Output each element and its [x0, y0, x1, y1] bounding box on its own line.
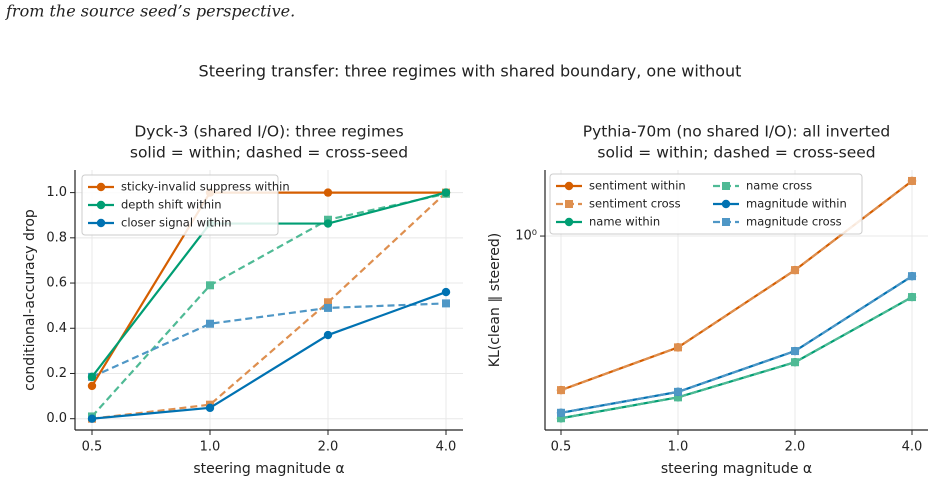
data-point	[206, 281, 214, 290]
series-line	[560, 275, 913, 414]
chart-title: Pythia-70m (no shared I/O): all inverted	[583, 123, 890, 141]
series-line	[560, 275, 913, 414]
series-line	[91, 192, 447, 418]
y-axis-label: KL(clean ∥ steered)	[487, 233, 503, 367]
legend-label: name cross	[746, 179, 812, 193]
legend-box	[81, 174, 279, 236]
legend-marker	[722, 218, 730, 226]
data-point	[441, 188, 451, 197]
data-point	[557, 386, 565, 395]
data-point	[908, 176, 916, 185]
series-line	[91, 191, 447, 420]
data-point	[323, 219, 333, 228]
y-tick-label: 1.0	[46, 185, 67, 200]
legend-label: magnitude within	[746, 197, 847, 211]
data-point	[674, 387, 682, 396]
series-line	[91, 291, 447, 420]
data-point	[87, 372, 97, 382]
chart-title: Dyck-3 (shared I/O): three regimes	[134, 123, 403, 141]
chart-subtitle: solid = within; dashed = cross-seed	[130, 144, 408, 162]
data-point	[674, 393, 682, 402]
series-line	[91, 302, 447, 378]
y-tick-label: 10⁰	[515, 229, 537, 244]
data-point	[206, 319, 214, 328]
legend-label: name within	[589, 215, 660, 229]
data-point	[323, 330, 333, 340]
data-point	[557, 408, 565, 417]
x-axis-label: steering magnitude α	[661, 461, 812, 477]
data-point	[908, 272, 916, 281]
x-tick-label: 1.0	[200, 440, 221, 455]
legend-marker	[96, 182, 106, 192]
data-point	[442, 299, 450, 308]
legend-marker	[722, 182, 730, 190]
y-tick-label: 0.8	[46, 230, 67, 245]
x-axis-label: steering magnitude α	[193, 461, 344, 477]
data-point	[557, 414, 565, 423]
x-tick-label: 0.5	[82, 440, 103, 455]
legend-marker	[721, 199, 731, 209]
legend-label: depth shift within	[121, 198, 222, 212]
data-point	[87, 414, 97, 423]
legend-label: closer signal within	[121, 216, 232, 230]
data-point	[324, 298, 332, 307]
legend-marker	[564, 217, 574, 227]
x-tick-label: 4.0	[902, 440, 923, 455]
data-point	[205, 403, 215, 413]
legend-label: magnitude cross	[746, 215, 842, 229]
legend-label: sentiment within	[589, 179, 686, 193]
series-line	[560, 296, 913, 420]
y-tick-label: 0.4	[46, 321, 67, 336]
x-tick-label: 1.0	[668, 440, 689, 455]
y-tick-label: 0.0	[46, 411, 67, 426]
data-point	[908, 293, 916, 302]
caption-fragment: from the source seed’s perspective.	[5, 2, 295, 21]
data-point	[791, 358, 799, 367]
legend-marker	[96, 218, 106, 228]
legend-marker	[565, 200, 573, 208]
x-tick-label: 2.0	[318, 440, 339, 455]
data-point	[791, 266, 799, 275]
suptitle: Steering transfer: three regimes with sh…	[199, 62, 742, 81]
legend-marker	[96, 200, 106, 210]
y-tick-label: 0.6	[46, 276, 67, 291]
legend-label: sticky-invalid suppress within	[121, 180, 290, 194]
data-point	[323, 188, 333, 197]
data-point	[441, 287, 451, 297]
legend-marker	[564, 181, 574, 191]
x-tick-label: 0.5	[551, 440, 572, 455]
y-axis-label: conditional-accuracy drop	[22, 209, 38, 391]
y-tick-label: 0.2	[46, 366, 67, 381]
data-point	[324, 303, 332, 312]
data-point	[87, 381, 97, 391]
legend-label: sentiment cross	[589, 197, 681, 211]
chart-subtitle: solid = within; dashed = cross-seed	[597, 144, 875, 162]
series-line	[560, 296, 913, 420]
data-point	[674, 343, 682, 352]
x-tick-label: 2.0	[785, 440, 806, 455]
data-point	[791, 347, 799, 356]
x-tick-label: 4.0	[436, 440, 457, 455]
legend-box	[549, 173, 863, 235]
